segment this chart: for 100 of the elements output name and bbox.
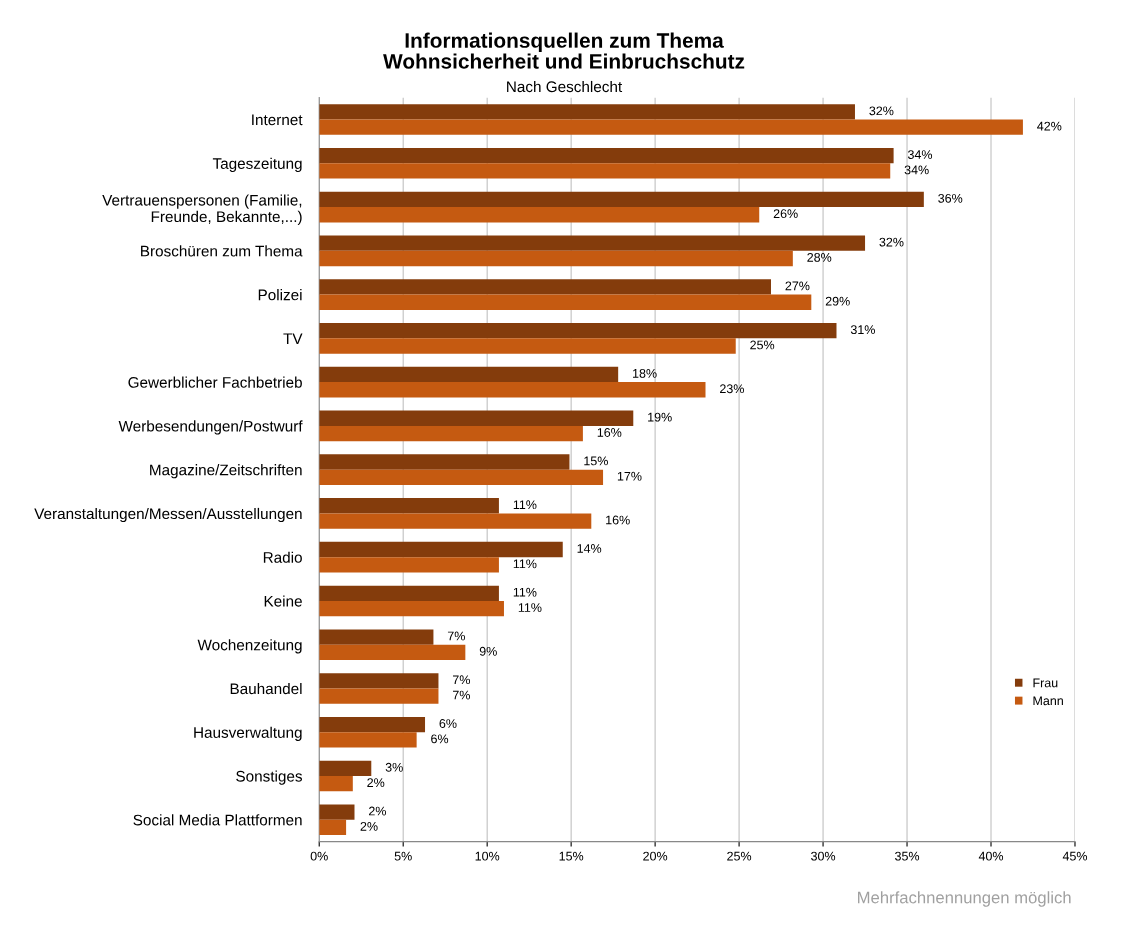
bar <box>319 366 619 383</box>
data-label: 7% <box>453 690 470 700</box>
data-label: 9% <box>479 646 497 656</box>
text: Mehrfachnennungen möglich <box>858 891 1071 907</box>
bar <box>319 498 499 514</box>
bar <box>319 104 855 120</box>
bar <box>319 163 891 179</box>
y-tick-label: Bauhandel <box>230 682 302 695</box>
bar <box>319 147 894 164</box>
data-label: 34% <box>907 150 933 159</box>
data-label: 31% <box>850 325 875 335</box>
bar <box>319 513 592 529</box>
bar <box>319 338 736 354</box>
x-tick-label: 15% <box>559 851 584 861</box>
bar <box>319 207 760 223</box>
y-tick-label: Gewerblicher Fachbetrieb <box>128 376 302 388</box>
data-label: 32% <box>869 106 894 116</box>
x-tick-label: 20% <box>643 851 668 861</box>
bar <box>319 541 563 558</box>
data-label: 14% <box>577 544 602 553</box>
bar <box>319 323 837 339</box>
bar <box>319 250 793 267</box>
chart-subtitle: Nach Geschlecht <box>507 80 623 93</box>
y-tick-label: Magazine/Zeitschriften <box>150 464 302 479</box>
bar <box>319 425 583 442</box>
bar <box>319 454 570 470</box>
bar <box>319 191 924 208</box>
data-label: 6% <box>439 719 457 728</box>
data-label: 29% <box>825 296 850 306</box>
y-tick-label: Vertrauenspersonen (Familie, Freunde, Bekannte,...) <box>102 194 302 226</box>
bar <box>319 382 706 398</box>
data-label: 32% <box>879 237 904 247</box>
x-tick-label: 40% <box>978 851 1004 861</box>
bar <box>319 716 426 733</box>
x-tick-label: 0% <box>310 851 328 861</box>
chart-title: Informationsquellen zum Thema Wohnsicherheit und Einbruchschutz <box>383 32 745 69</box>
bar <box>319 776 353 792</box>
bar <box>319 410 634 426</box>
data-label: 42% <box>1037 121 1062 131</box>
bar <box>319 804 355 820</box>
y-tick-label: Wochenzeitung <box>197 639 302 654</box>
data-label: 7% <box>453 675 470 685</box>
bar <box>319 629 434 645</box>
y-tick-label: Sonstiges <box>236 770 303 785</box>
data-label: 11% <box>513 559 537 569</box>
data-label: 26% <box>773 209 798 219</box>
data-label: 2% <box>367 778 385 787</box>
x-tick-label: 10% <box>475 851 500 861</box>
data-label: 7% <box>447 631 465 641</box>
legend-label: Mann <box>1033 696 1063 706</box>
data-label: 16% <box>606 515 630 525</box>
data-label: 17% <box>617 471 642 481</box>
y-tick-label: TV <box>283 333 303 344</box>
x-tick-label: 45% <box>1062 851 1088 861</box>
x-tick-label: 35% <box>895 851 920 861</box>
x-tick-label: 25% <box>727 851 752 861</box>
y-tick-label: Veranstaltungen/Messen/Ausstellungen <box>34 507 302 523</box>
data-label: 27% <box>785 281 810 291</box>
bar <box>319 119 1023 135</box>
bar <box>319 235 866 251</box>
bar <box>319 644 466 661</box>
data-label: 6% <box>431 734 449 744</box>
data-label: 19% <box>648 412 672 422</box>
bar <box>319 688 439 704</box>
y-tick-label: Broschüren zum Thema <box>141 245 303 257</box>
bar <box>319 279 771 295</box>
data-label: 23% <box>720 384 744 394</box>
x-tick-label: 5% <box>394 851 412 861</box>
data-label: 36% <box>938 193 963 203</box>
data-label: 18% <box>633 368 657 378</box>
y-tick-label: Internet <box>252 114 303 126</box>
data-label: 34% <box>904 165 929 175</box>
data-label: 2% <box>360 821 378 831</box>
legend-label: Frau <box>1033 678 1058 688</box>
y-tick-label: Radio <box>263 551 302 563</box>
bar <box>319 600 504 617</box>
y-tick-label: Keine <box>264 595 302 607</box>
data-label: 16% <box>597 428 622 437</box>
data-label: 25% <box>750 340 775 350</box>
data-label: 28% <box>807 252 832 262</box>
y-tick-label: Tageszeitung <box>212 157 302 172</box>
bar <box>319 673 439 689</box>
data-label: 15% <box>584 456 608 466</box>
y-tick-label: Werbesendungen/Postwurf <box>118 420 303 435</box>
x-tick-label: 30% <box>811 851 836 861</box>
bar <box>319 469 604 485</box>
data-label: 11% <box>518 603 542 612</box>
y-tick-label: Social Media Plattformen <box>133 814 302 826</box>
bar <box>319 819 347 836</box>
data-label: 2% <box>369 806 386 816</box>
y-tick-label: Hausverwaltung <box>194 726 302 741</box>
bar <box>319 294 812 310</box>
bar <box>319 760 372 776</box>
bar <box>319 557 499 573</box>
bar <box>319 585 499 601</box>
data-label: 3% <box>385 762 403 772</box>
data-label: 11% <box>513 500 537 510</box>
y-tick-label: Polizei <box>258 289 302 301</box>
data-label: 11% <box>513 587 537 597</box>
bar <box>319 732 417 748</box>
